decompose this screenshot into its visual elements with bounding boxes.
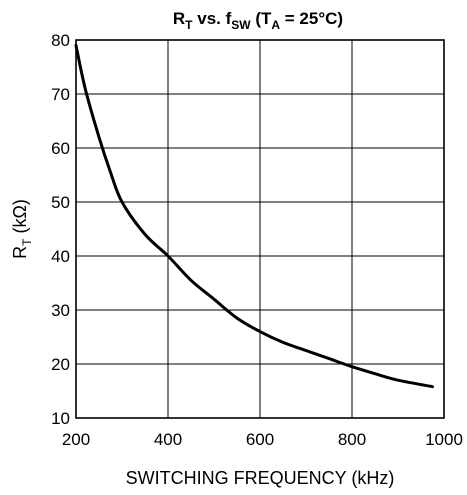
y-tick-label: 10	[51, 409, 70, 428]
x-tick-label: 1000	[425, 430, 463, 449]
chart-title-paren: (T	[251, 9, 272, 28]
chart-title-mid: vs. f	[193, 9, 232, 28]
x-tick-label: 800	[338, 430, 366, 449]
chart-title: RT vs. fSW (TA = 25°C)	[173, 9, 343, 32]
x-tick-label: 600	[246, 430, 274, 449]
y-axis-label: RT (kΩ)	[10, 199, 34, 259]
y-tick-label: 50	[51, 193, 70, 212]
chart-title-r: R	[173, 9, 185, 28]
y-tick-labels: 10 20 30 40 50 60 70 80	[51, 31, 70, 428]
chart-title-t-subscript: A	[271, 18, 280, 32]
plot-frame	[75, 39, 445, 419]
series-group	[74, 43, 434, 389]
x-tick-label: 400	[154, 430, 182, 449]
y-axis-label-subscript: T	[20, 238, 34, 246]
chart-title-f-subscript: SW	[231, 18, 251, 32]
y-tick-label: 30	[51, 301, 70, 320]
y-tick-label: 20	[51, 355, 70, 374]
grid-lines	[75, 39, 445, 419]
y-tick-label: 60	[51, 139, 70, 158]
x-tick-labels: 200 400 600 800 1000	[62, 430, 463, 449]
x-tick-label: 200	[62, 430, 90, 449]
x-axis-label: SWITCHING FREQUENCY (kHz)	[126, 468, 395, 488]
chart-title-rest: = 25°C)	[280, 9, 343, 28]
y-tick-label: 70	[51, 85, 70, 104]
chart-title-r-subscript: T	[185, 18, 193, 32]
y-tick-label: 40	[51, 247, 70, 266]
y-tick-label: 80	[51, 31, 70, 50]
y-axis-label-main: R	[10, 246, 30, 259]
y-axis-label-unit: (kΩ)	[10, 199, 30, 238]
rt-curve-line	[74, 43, 434, 389]
